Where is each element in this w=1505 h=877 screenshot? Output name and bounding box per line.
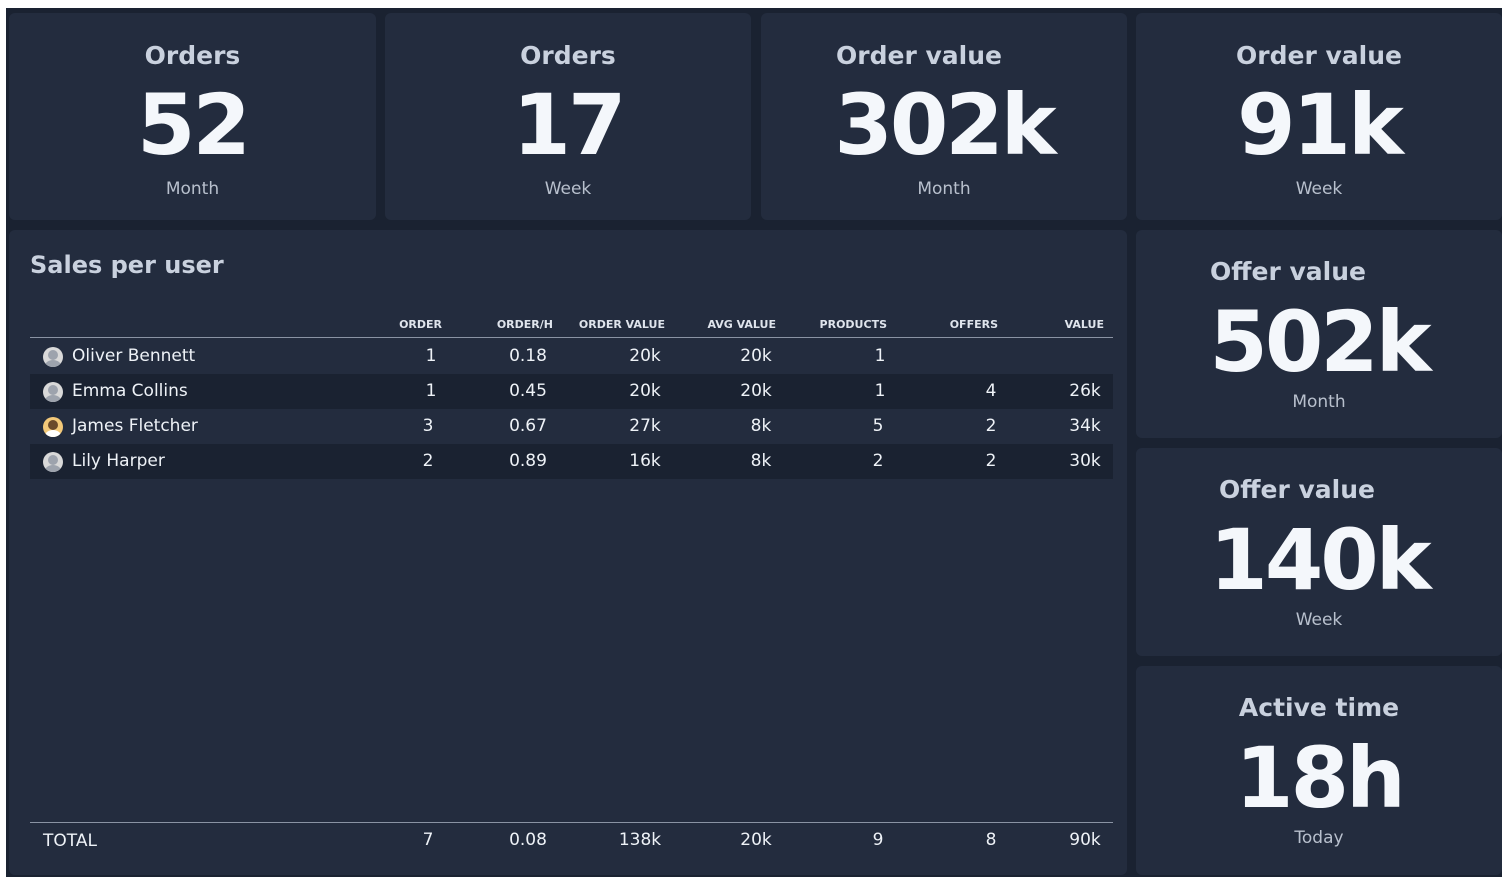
kpi-value: 52 xyxy=(137,76,251,174)
kpi-title: Offer value xyxy=(1219,475,1375,504)
cell-order-h: 0.67 xyxy=(509,416,547,436)
column-header-order-value: ORDER VALUE xyxy=(578,318,665,331)
panel-title: Sales per user xyxy=(30,251,224,279)
cell-offers: 2 xyxy=(985,416,997,436)
cell-products: 5 xyxy=(872,416,884,436)
total-value: 90k xyxy=(1069,830,1101,850)
kpi-period: Month xyxy=(917,179,971,199)
avatar-icon xyxy=(43,452,63,472)
cell-order: 2 xyxy=(422,451,434,471)
kpi-value: 91k xyxy=(1237,76,1404,174)
total-avg-value: 20k xyxy=(740,830,772,850)
kpi-period: Month xyxy=(1292,392,1346,412)
user-name: Oliver Bennett xyxy=(72,346,196,366)
cell-products: 1 xyxy=(874,346,886,366)
kpi-value: 302k xyxy=(834,76,1056,174)
total-offers: 8 xyxy=(985,830,997,850)
total-order: 7 xyxy=(422,830,434,850)
cell-order-h: 0.18 xyxy=(509,346,547,366)
total-order-h: 0.08 xyxy=(509,830,547,850)
kpi-card-offer-value-week: Offer value 140k Week xyxy=(1136,448,1502,656)
kpi-period: Week xyxy=(544,179,592,199)
cell-order-value: 20k xyxy=(629,381,661,401)
user-name: Emma Collins xyxy=(72,381,188,401)
kpi-value: 18h xyxy=(1235,729,1406,827)
user-name: Lily Harper xyxy=(72,451,165,471)
kpi-period: Week xyxy=(1295,179,1343,199)
avatar-icon xyxy=(43,347,63,367)
kpi-title: Orders xyxy=(144,41,241,70)
cell-avg-value: 8k xyxy=(750,416,772,436)
cell-products: 1 xyxy=(874,381,886,401)
kpi-title: Orders xyxy=(520,41,616,70)
kpi-card-orders-month: Orders 52 Month xyxy=(9,13,376,220)
table-row[interactable]: Lily Harper 2 0.89 16k 8k 2 2 30k xyxy=(30,444,1113,479)
cell-value: 34k xyxy=(1069,416,1101,436)
total-order-value: 138k xyxy=(618,830,662,850)
cell-order: 3 xyxy=(422,416,434,436)
table-row[interactable]: Emma Collins 1 0.45 20k 20k 1 4 26k xyxy=(30,374,1113,409)
cell-offers: 2 xyxy=(985,451,997,471)
sales-per-user-panel: Sales per user ORDER ORDER/H ORDER VALUE… xyxy=(9,230,1127,875)
kpi-card-active-time: Active time 18h Today xyxy=(1136,666,1502,875)
kpi-title: Order value xyxy=(1236,41,1402,70)
kpi-period: Week xyxy=(1295,610,1343,630)
cell-value: 26k xyxy=(1069,381,1101,401)
cell-offers: 4 xyxy=(985,381,997,401)
cell-order-value: 16k xyxy=(629,451,661,471)
column-header-offers: OFFERS xyxy=(949,318,998,331)
kpi-card-offer-value-month: Offer value 502k Month xyxy=(1136,230,1502,438)
column-header-order-h: ORDER/H xyxy=(496,318,553,331)
cell-value: 30k xyxy=(1069,451,1101,471)
cell-avg-value: 8k xyxy=(750,451,772,471)
cell-avg-value: 20k xyxy=(740,346,772,366)
column-header-products: PRODUCTS xyxy=(819,318,887,331)
kpi-value: 502k xyxy=(1209,293,1431,391)
kpi-value: 17 xyxy=(512,76,627,174)
kpi-title: Active time xyxy=(1238,693,1400,722)
avatar-icon xyxy=(43,382,63,402)
column-header-order: ORDER xyxy=(399,318,442,331)
avatar-photo-icon xyxy=(43,417,63,437)
cell-order-h: 0.45 xyxy=(509,381,547,401)
table-row[interactable]: James Fletcher 3 0.67 27k 8k 5 2 34k xyxy=(30,409,1113,444)
kpi-card-orders-week: Orders 17 Week xyxy=(385,13,751,220)
kpi-title: Offer value xyxy=(1210,257,1366,286)
cell-products: 2 xyxy=(872,451,884,471)
user-name: James Fletcher xyxy=(72,416,198,436)
cell-order-value: 20k xyxy=(629,346,661,366)
cell-order: 1 xyxy=(425,346,437,366)
cell-avg-value: 20k xyxy=(740,381,772,401)
kpi-value: 140k xyxy=(1209,511,1431,609)
kpi-card-order-value-week: Order value 91k Week xyxy=(1136,13,1502,220)
dashboard: Orders 52 Month Orders 17 Week Order val… xyxy=(6,8,1502,877)
column-header-value: VALUE xyxy=(1064,318,1104,331)
cell-order-value: 27k xyxy=(629,416,661,436)
kpi-period: Month xyxy=(165,179,220,199)
table-row[interactable]: Oliver Bennett 1 0.18 20k 20k 1 xyxy=(30,339,1113,374)
cell-order: 1 xyxy=(425,381,437,401)
total-label: TOTAL xyxy=(43,831,97,851)
column-header-avg-value: AVG VALUE xyxy=(707,318,776,331)
cell-order-h: 0.89 xyxy=(509,451,547,471)
kpi-card-order-value-month: Order value 302k Month xyxy=(761,13,1127,220)
table-header: ORDER ORDER/H ORDER VALUE AVG VALUE PROD… xyxy=(30,314,1113,338)
total-products: 9 xyxy=(872,830,884,850)
kpi-period: Today xyxy=(1294,828,1344,848)
table-total-row: TOTAL 7 0.08 138k 20k 9 8 90k xyxy=(30,822,1113,852)
kpi-title: Order value xyxy=(836,41,1002,70)
